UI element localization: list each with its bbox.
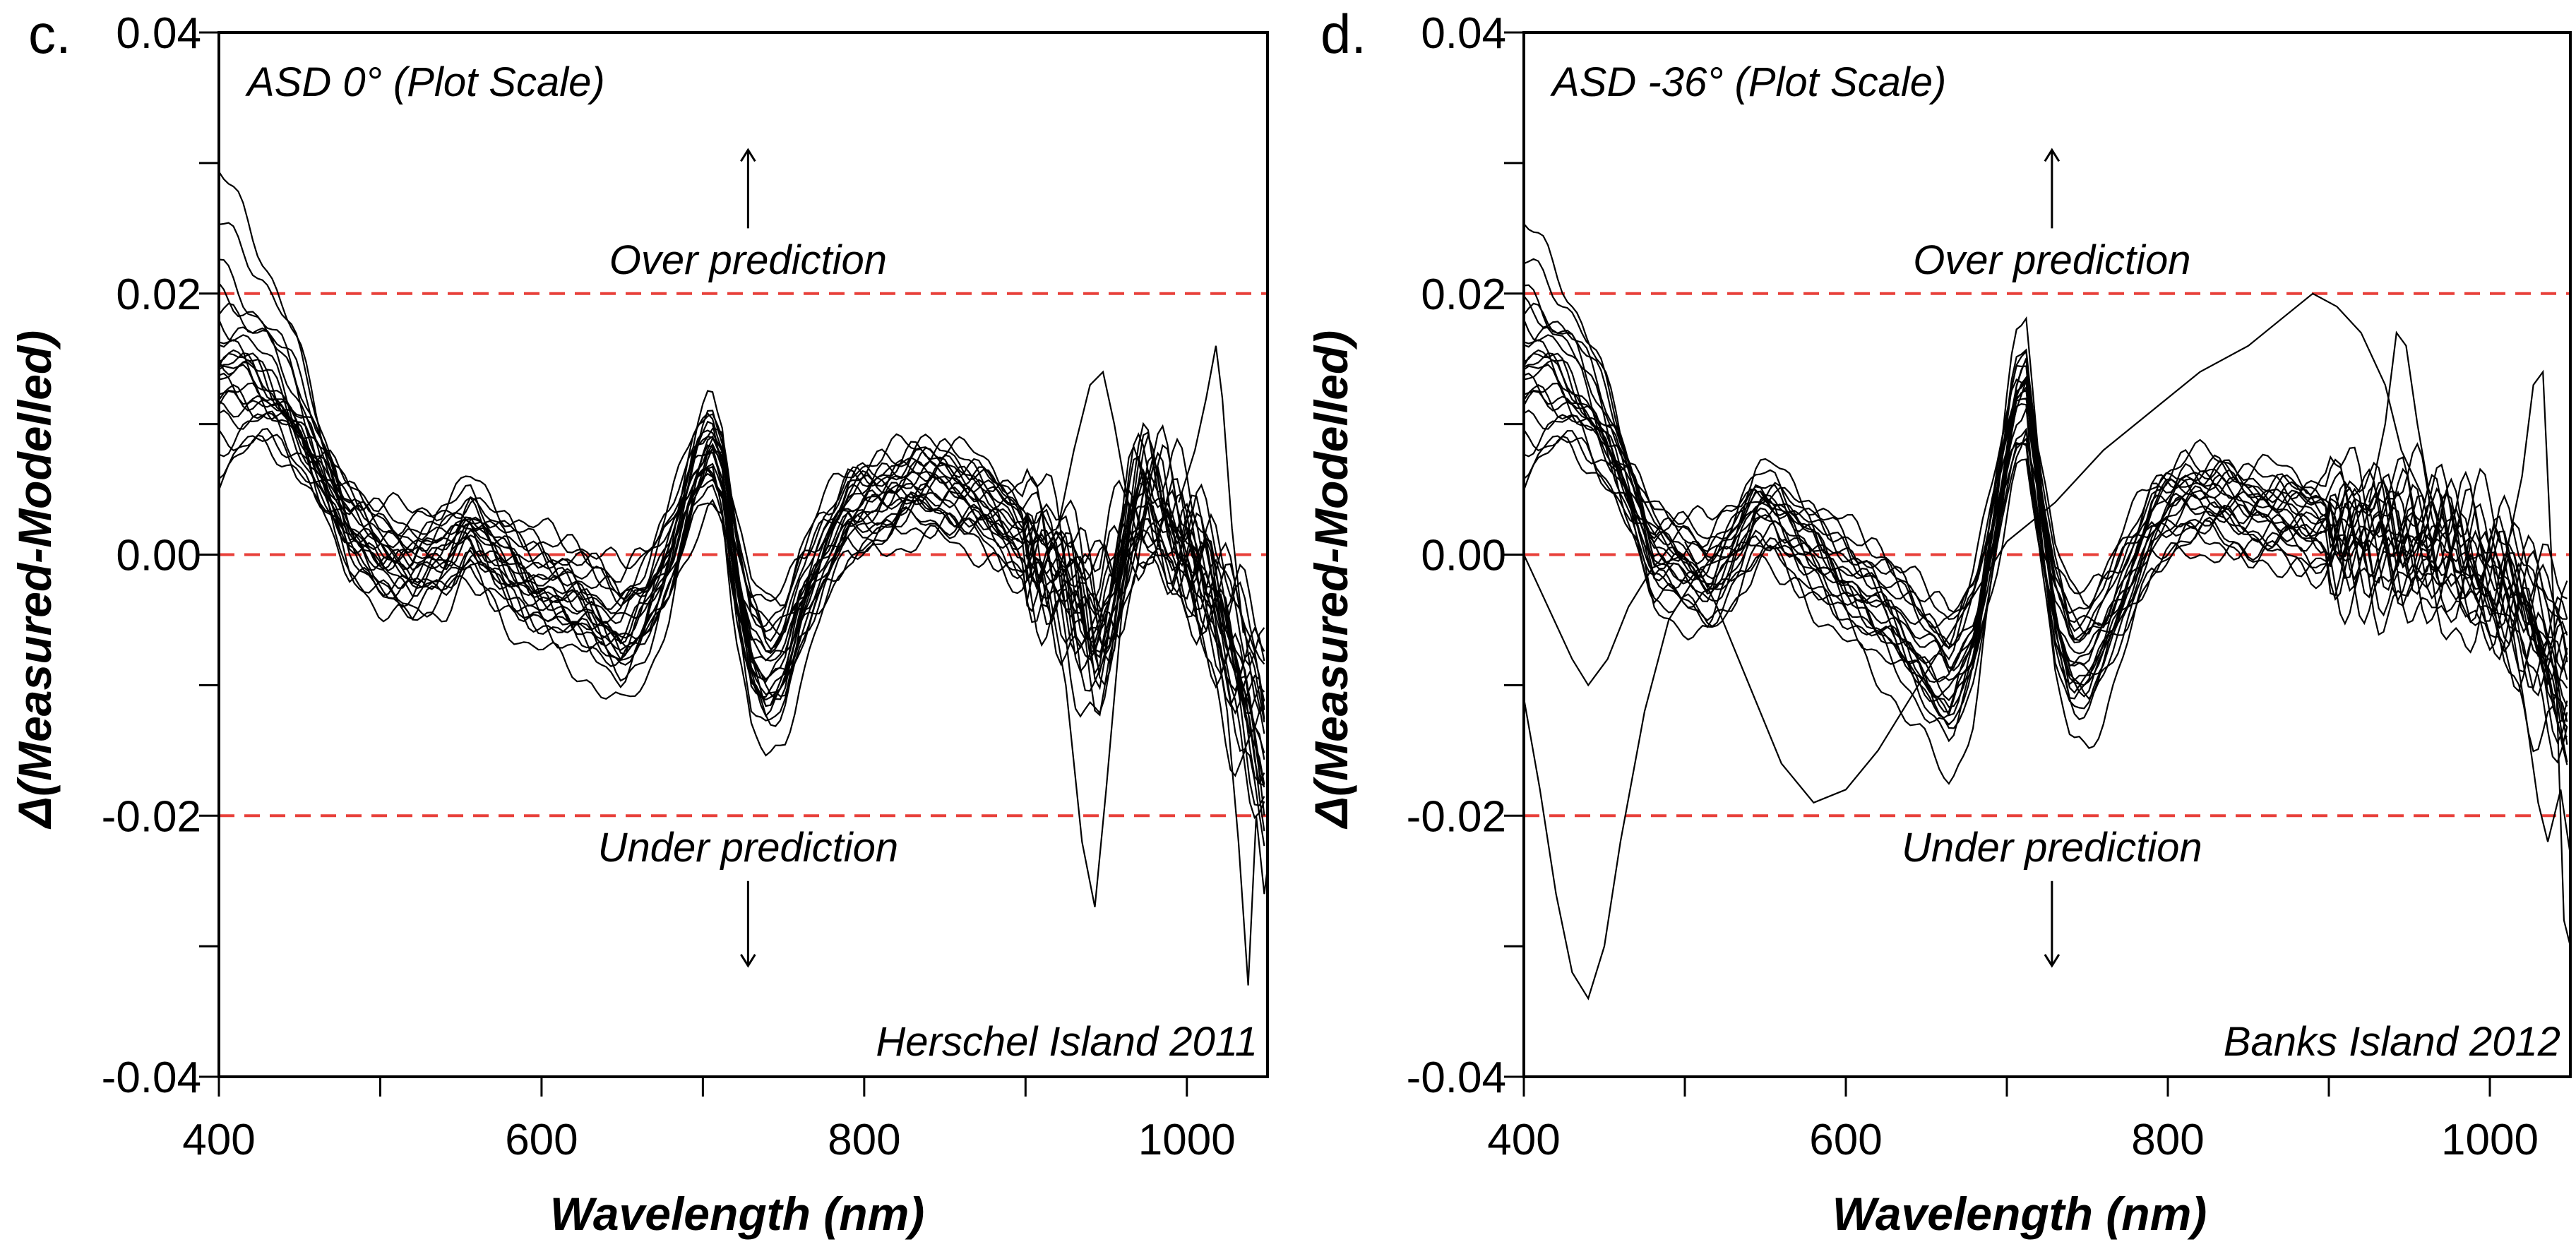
up-arrowhead <box>740 148 756 162</box>
series-line-dip-440-small <box>1523 554 1686 687</box>
series-line-s21 <box>218 302 1265 806</box>
y-tick-label: -0.02 <box>102 792 201 841</box>
series-line-deep-dip-1040 <box>1186 528 1269 986</box>
y-tick-label: 0.00 <box>116 532 201 580</box>
series-line-s22 <box>218 372 1265 668</box>
series-line-s24 <box>218 360 1265 722</box>
x-tick-label: 800 <box>828 1116 900 1164</box>
y-axis-label: Δ(Measured-Modelled) <box>1305 330 1357 830</box>
over-prediction-label: Over prediction <box>609 237 887 283</box>
panel-title: ASD -36° (Plot Scale) <box>1550 59 1946 105</box>
x-axis-label: Wavelength (nm) <box>550 1188 924 1240</box>
series-line-deep-dip-440 <box>1522 554 1734 1001</box>
site-label: Herschel Island 2011 <box>876 1019 1258 1065</box>
down-arrowhead <box>2044 954 2061 968</box>
down-arrowhead <box>740 954 756 968</box>
y-tick-label: 0.02 <box>116 270 201 319</box>
series-line-s15 <box>1523 403 2568 785</box>
panel-title: ASD 0° (Plot Scale) <box>245 59 605 105</box>
series-line-s2 <box>218 222 1265 784</box>
series-line-s12 <box>1523 378 2568 764</box>
x-tick-label: 1000 <box>1138 1116 1236 1164</box>
series-line-dip-1030 <box>2488 528 2572 855</box>
series-line-s20 <box>1523 339 2568 743</box>
x-tick-label: 1000 <box>2441 1116 2539 1164</box>
panel-c: c. -0.04-0.020.000.020.04 400 600 800 1000 … <box>8 3 1269 1240</box>
panel-letter: d. <box>1320 3 1366 65</box>
series-line-s22 <box>1523 372 2568 639</box>
x-axis-label: Wavelength (nm) <box>1832 1188 2207 1240</box>
series-line-spike-950 <box>2368 330 2443 529</box>
series-line-s18 <box>218 382 1265 710</box>
x-tick-label: 800 <box>2131 1116 2204 1164</box>
series-line-spike-940 <box>1056 370 1131 529</box>
series-line-s21 <box>1523 302 2568 745</box>
up-arrowhead <box>2044 148 2061 162</box>
y-tick-label: -0.04 <box>1407 1053 1506 1102</box>
site-label: Banks Island 2012 <box>2224 1019 2560 1065</box>
y-tick-label: 0.00 <box>1421 532 1506 580</box>
y-tick-label: 0.04 <box>116 9 201 58</box>
series-line-s16 <box>218 412 1265 652</box>
series-line-s9 <box>1523 358 2568 663</box>
series-line-broad-trough <box>1684 541 2008 804</box>
series-line-deep-dip-940 <box>1025 476 1147 907</box>
y-tick-label: -0.02 <box>1407 792 1506 841</box>
x-tick-label: 400 <box>1487 1116 1560 1164</box>
series-line-spike-1020 <box>1178 345 1244 633</box>
series-line-s1 <box>1523 223 2568 728</box>
series-line-s16 <box>1523 378 2568 621</box>
series-line-s10 <box>1523 364 2568 763</box>
series-line-s11 <box>218 384 1265 715</box>
y-axis-label: Δ(Measured-Modelled) <box>8 330 61 830</box>
y-tick-label: -0.04 <box>102 1053 201 1102</box>
series-line-s15 <box>218 410 1265 847</box>
series-line-s23 <box>218 400 1265 760</box>
y-tick-label: 0.02 <box>1421 270 1506 319</box>
x-tick-labels: 400 600 800 1000 <box>1487 1116 2539 1164</box>
series-line-rising-arc <box>2006 292 2426 542</box>
panel-letter: c. <box>28 3 71 65</box>
series-line-s17 <box>1522 406 2568 717</box>
y-tick-labels: -0.04 -0.02 0.00 0.02 0.04 <box>1407 9 1506 1102</box>
x-tick-label: 600 <box>1809 1116 1882 1164</box>
y-tick-labels: -0.04 -0.02 0.00 0.02 0.04 <box>102 9 201 1102</box>
x-tick-label: 400 <box>182 1116 255 1164</box>
series-line-s8 <box>218 352 1265 785</box>
x-tick-label: 600 <box>505 1116 578 1164</box>
y-tick-label: 0.04 <box>1421 9 1506 58</box>
under-prediction-label: Under prediction <box>1902 825 2202 871</box>
plot-area: ASD 0° (Plot Scale) Herschel Island 2011 O… <box>199 31 1269 1097</box>
over-prediction-label: Over prediction <box>1913 237 2190 283</box>
x-tick-labels: 400 600 800 1000 <box>182 1116 1235 1164</box>
plot-area: ASD -36° (Plot Scale) Banks Island 2012 Ov… <box>1504 31 2572 1097</box>
panel-d: d. -0.04-0.020.000.020.04 400 600 800 1000 … <box>1305 3 2572 1240</box>
series-line-spike-1030 <box>2505 369 2572 947</box>
series-line-s3 <box>218 258 1265 735</box>
under-prediction-label: Under prediction <box>598 825 899 871</box>
